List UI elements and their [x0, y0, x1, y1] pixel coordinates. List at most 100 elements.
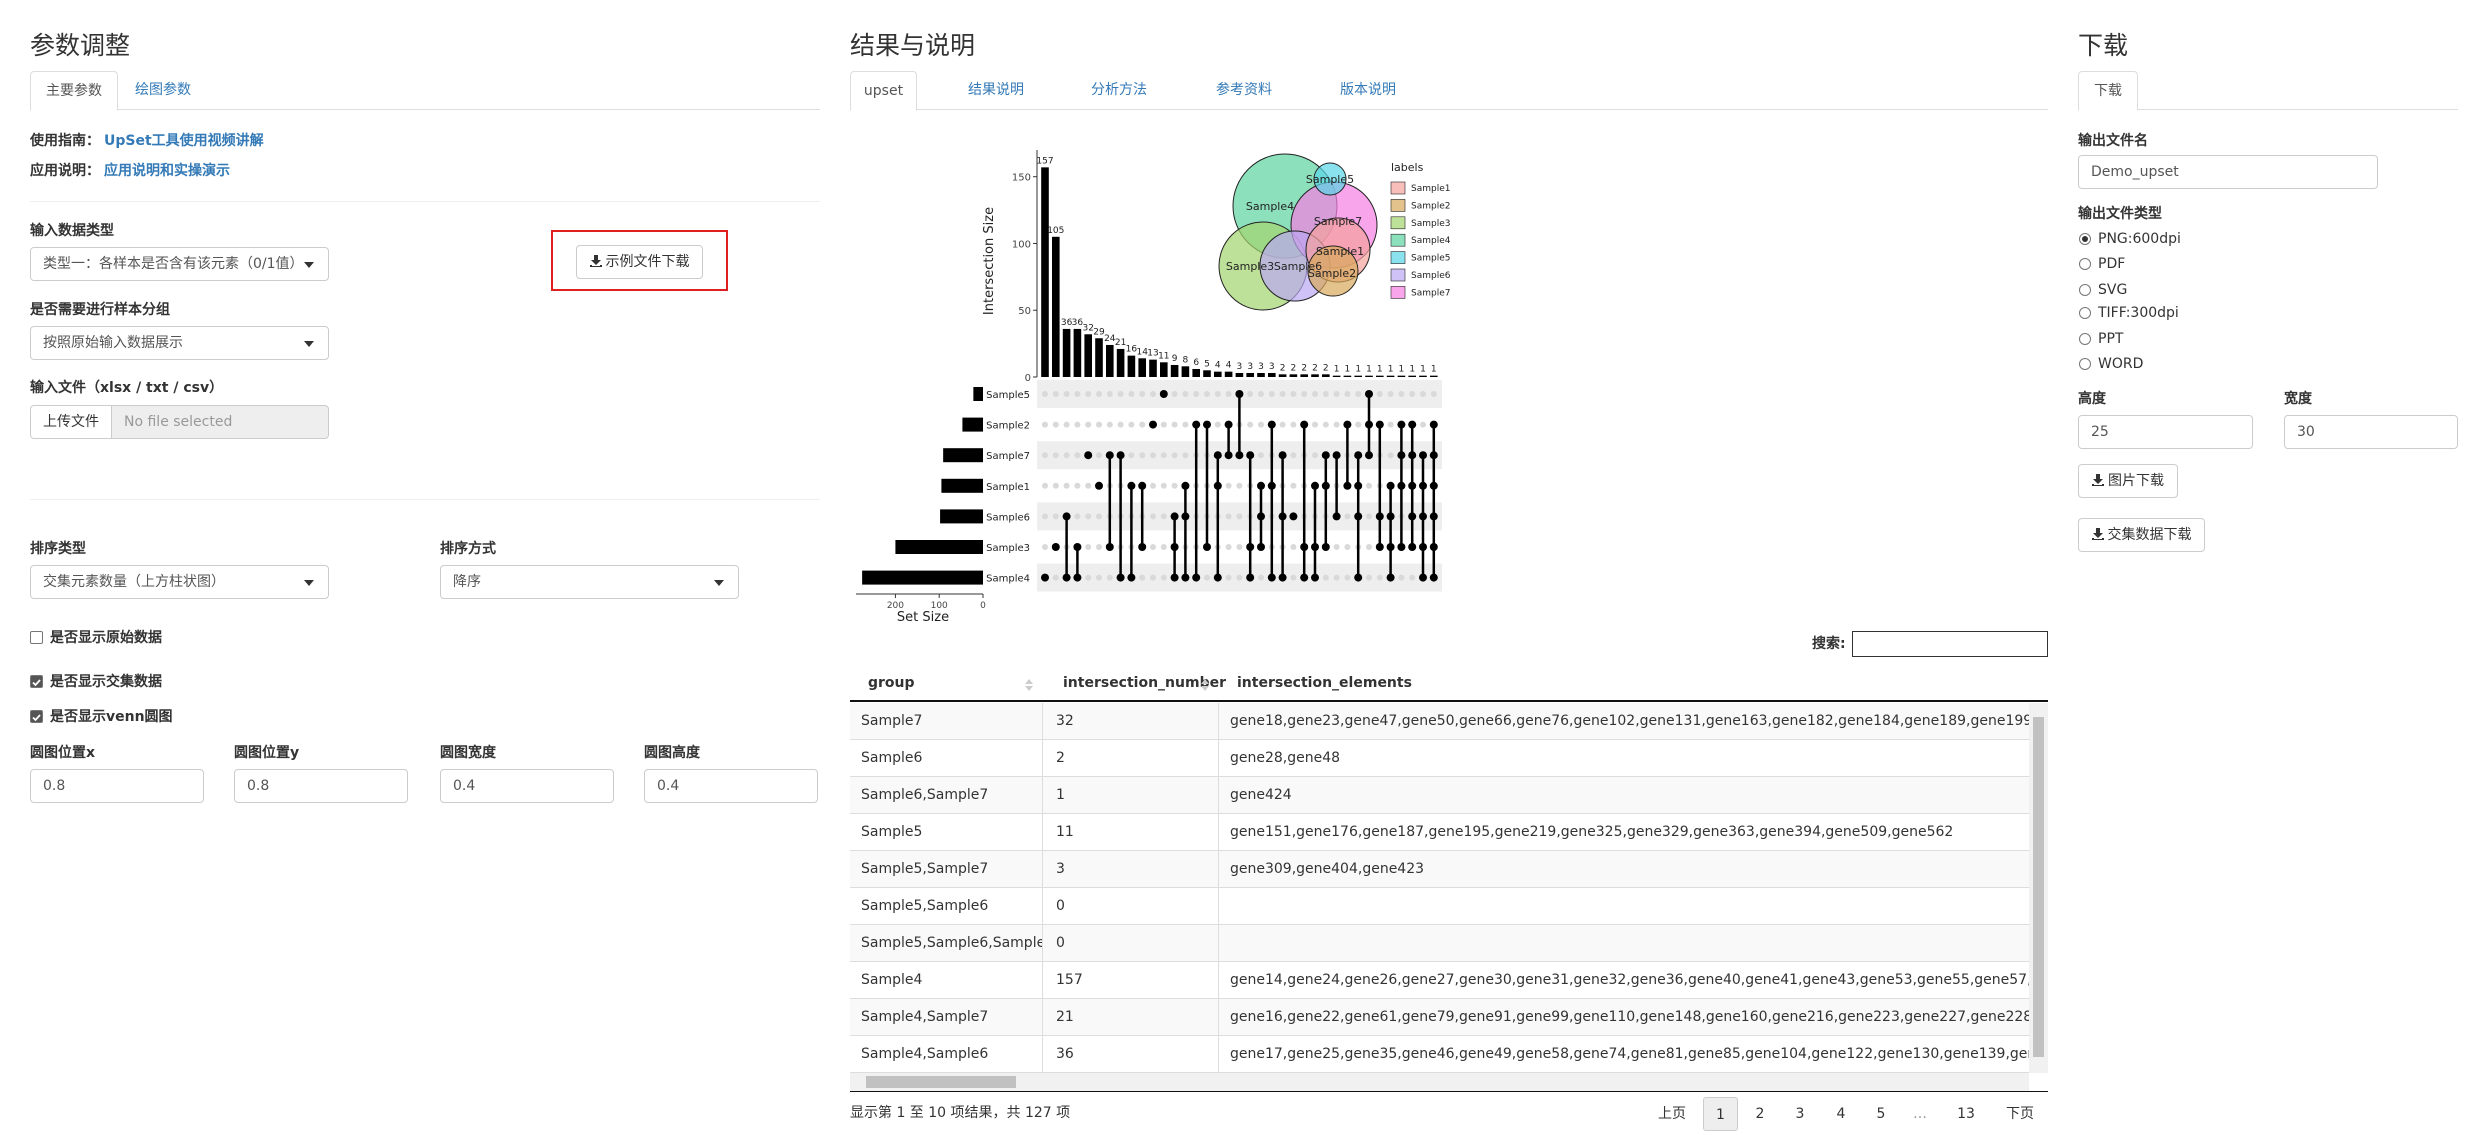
select[interactable]: 类型一：各样本是否含有该元素（0/1值） — [30, 247, 329, 281]
matrix-dot-empty — [1322, 391, 1329, 397]
matrix-dot — [1311, 573, 1319, 582]
matrix-dot — [1105, 543, 1114, 551]
tab[interactable]: 主要参数 — [30, 71, 118, 111]
radio[interactable] — [2079, 233, 2091, 245]
number-input[interactable]: 0.8 — [30, 769, 204, 803]
page-button[interactable]: 下页 — [2006, 1106, 2034, 1122]
page-button[interactable]: 2 — [1755, 1106, 1765, 1122]
matrix-dot — [1408, 481, 1417, 490]
bar — [1052, 236, 1060, 377]
matrix-dot — [1386, 481, 1395, 490]
table-cell: 0 — [1043, 888, 1219, 924]
upload-button[interactable]: 上传文件 — [30, 405, 112, 439]
matrix-dot — [1375, 543, 1384, 551]
matrix-dot — [1397, 420, 1406, 429]
bar — [1430, 375, 1438, 377]
bar-label: 2 — [1301, 363, 1307, 373]
matrix-dot — [1116, 573, 1125, 582]
matrix-dot-empty — [1398, 391, 1405, 397]
tab[interactable]: 下载 — [2078, 71, 2138, 111]
matrix-dot-empty — [1376, 391, 1383, 397]
page-button[interactable]: 3 — [1795, 1106, 1805, 1122]
matrix-dot — [1375, 420, 1384, 429]
matrix-dot-empty — [1236, 513, 1243, 520]
page-button[interactable]: 上页 — [1658, 1106, 1686, 1122]
select[interactable]: 降序 — [440, 565, 739, 599]
number-input[interactable]: 25 — [2078, 415, 2253, 449]
matrix-dot — [1213, 451, 1222, 460]
matrix-dot — [1419, 573, 1427, 582]
matrix-dot — [1246, 543, 1255, 551]
button[interactable]: 图片下载 — [2078, 464, 2178, 498]
matrix-dot — [1429, 512, 1438, 521]
link[interactable]: UpSet工具使用视频讲解 — [104, 133, 264, 149]
matrix-dot — [1181, 512, 1190, 521]
column-header[interactable]: intersection_elements — [1237, 675, 1412, 691]
radio[interactable] — [2079, 358, 2091, 370]
matrix-dot-empty — [1344, 391, 1351, 397]
number-input[interactable]: 0.8 — [234, 769, 408, 803]
tab[interactable]: 绘图参数 — [135, 82, 191, 98]
tab[interactable]: upset — [850, 71, 917, 111]
bar — [1170, 364, 1179, 377]
number-input[interactable]: 30 — [2284, 415, 2458, 449]
radio[interactable] — [2079, 333, 2091, 345]
page-button[interactable]: 5 — [1876, 1106, 1886, 1122]
search-input[interactable] — [1852, 631, 2048, 657]
matrix-dot — [1419, 481, 1427, 490]
page-button[interactable]: … — [1913, 1106, 1927, 1122]
matrix-dot-empty — [1236, 482, 1243, 489]
tab[interactable]: 版本说明 — [1340, 82, 1396, 98]
tab[interactable]: 参考资料 — [1216, 82, 1272, 98]
matrix-dot-empty — [1042, 391, 1048, 397]
matrix-dot-empty — [1333, 574, 1340, 581]
number-input[interactable]: 0.4 — [644, 769, 818, 803]
matrix-dot — [1365, 451, 1373, 460]
sort-icon — [1201, 686, 1209, 691]
checkbox[interactable] — [30, 675, 43, 688]
tab[interactable]: 结果说明 — [968, 82, 1024, 98]
select[interactable]: 按照原始输入数据展示 — [30, 326, 329, 360]
matrix-dot-empty — [1182, 452, 1189, 459]
column-header[interactable]: group — [868, 675, 915, 691]
page-button[interactable]: 13 — [1957, 1106, 1975, 1122]
bar — [1289, 374, 1298, 377]
column-header[interactable]: intersection_number — [1063, 675, 1227, 691]
legend-title: labels — [1391, 161, 1424, 174]
sort-icon — [1025, 686, 1033, 691]
sort-icon — [1201, 679, 1209, 684]
radio[interactable] — [2079, 284, 2091, 296]
matrix-dot-empty — [1042, 513, 1048, 520]
venn-label: Sample6 — [1274, 260, 1322, 273]
bar-label: 157 — [1036, 156, 1053, 166]
select-value: 类型一：各样本是否含有该元素（0/1值） — [43, 256, 304, 272]
page-button[interactable]: 4 — [1836, 1106, 1846, 1122]
matrix-dot-empty — [1322, 574, 1329, 581]
matrix-dot-empty — [1225, 391, 1232, 397]
number-input[interactable]: 0.4 — [440, 769, 614, 803]
tab[interactable]: 分析方法 — [1091, 82, 1147, 98]
page-button[interactable]: 1 — [1703, 1097, 1738, 1131]
matrix-dot-empty — [1236, 544, 1243, 550]
matrix-dot — [1170, 573, 1179, 582]
button[interactable]: 示例文件下载 — [576, 245, 703, 279]
text-input[interactable]: Demo_upset — [2078, 155, 2378, 189]
y-tick-label: 100 — [1012, 239, 1031, 250]
checkbox[interactable] — [30, 631, 43, 644]
matrix-dot — [1311, 481, 1319, 490]
bar-label: 3 — [1237, 362, 1243, 372]
link[interactable]: 应用说明和实操演示 — [104, 163, 230, 179]
select[interactable]: 交集元素数量（上方柱状图） — [30, 565, 329, 599]
bar — [1322, 374, 1330, 377]
button[interactable]: 交集数据下载 — [2078, 518, 2205, 552]
matrix-dot — [1235, 451, 1244, 460]
bar — [1343, 375, 1352, 377]
radio[interactable] — [2079, 307, 2091, 319]
set-bar — [962, 417, 983, 432]
matrix-dot-empty — [1150, 544, 1156, 550]
matrix-dot-empty — [1333, 544, 1340, 550]
matrix-dot-empty — [1398, 574, 1405, 581]
checkbox[interactable] — [30, 710, 43, 723]
radio[interactable] — [2079, 258, 2091, 270]
